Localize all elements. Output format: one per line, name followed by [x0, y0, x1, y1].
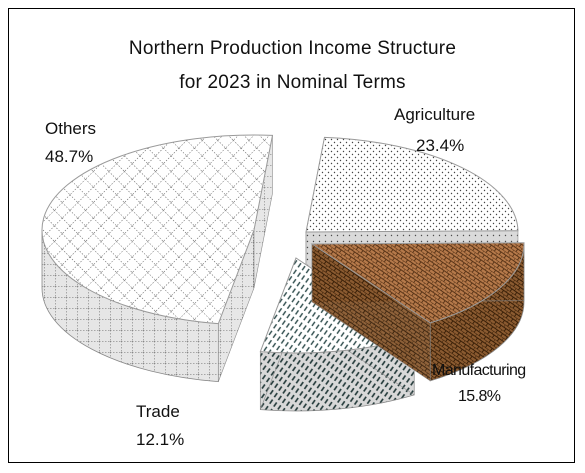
chart-title: Northern Production Income Structure [128, 38, 457, 59]
label-trade: Trade 12.1% [136, 402, 185, 449]
label-manufacturing: Manufacturing 15.8% [432, 362, 526, 405]
label-agriculture: Agriculture 23.4% [394, 105, 476, 155]
slice-manufacturing [310, 242, 525, 382]
label-others: Others 48.7% [45, 119, 97, 166]
slice-top-manufacturing [310, 242, 525, 324]
slice-others [41, 134, 274, 383]
slice-top-others [41, 134, 274, 325]
slice-top-agriculture [305, 136, 519, 233]
chart-subtitle: for 2023 in Nominal Terms [179, 72, 406, 93]
